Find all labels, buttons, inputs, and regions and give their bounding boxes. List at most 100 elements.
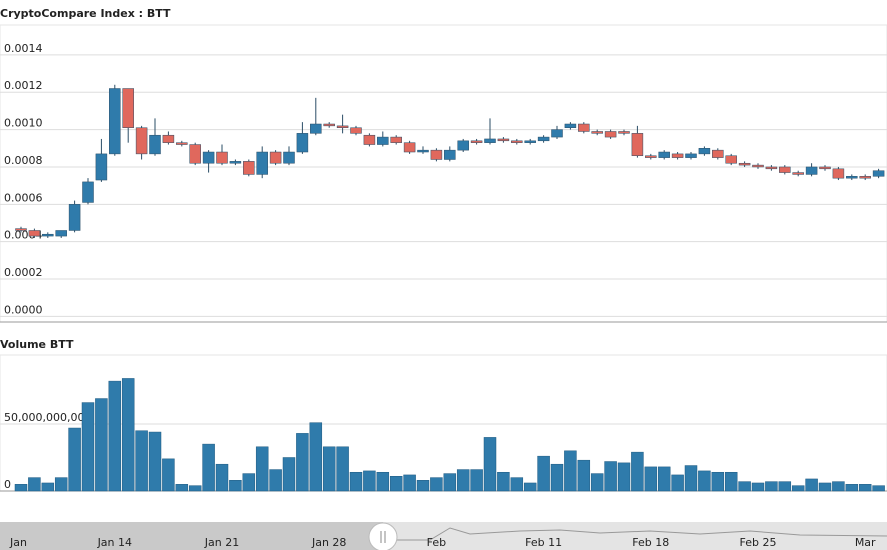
candle-body: [229, 161, 242, 164]
volume-bar: [108, 380, 122, 492]
candle-body: [310, 123, 322, 134]
chart-title: CryptoCompare Index : BTT: [0, 7, 171, 20]
volume-bar: [657, 466, 671, 492]
y-tick-label: 0.0002: [4, 266, 43, 279]
volume-bar: [229, 480, 242, 492]
candle-body: [792, 172, 804, 175]
volume-bar: [671, 474, 684, 492]
volume-bar: [724, 471, 738, 492]
volume-bar: [791, 485, 805, 492]
candle-body: [779, 166, 791, 173]
volume-bar: [54, 477, 68, 492]
y-tick-label: 0.0006: [4, 191, 43, 204]
volume-bar: [845, 484, 859, 492]
y-tick-label: 0.0014: [4, 42, 43, 55]
candle-body: [109, 88, 121, 155]
volume-bar: [175, 484, 189, 492]
candle-body: [698, 148, 711, 155]
candle-body: [444, 149, 456, 160]
candle-body: [859, 176, 871, 179]
candle-body: [752, 164, 764, 168]
candle-body: [68, 204, 81, 231]
volume-bar: [430, 477, 443, 492]
volume-bar: [537, 455, 550, 492]
candle-body: [176, 142, 188, 145]
x-tick-label: Feb: [427, 536, 446, 549]
candle-body: [551, 129, 563, 138]
volume-bar: [684, 465, 698, 492]
volume-bar: [363, 470, 376, 492]
candle-body: [377, 136, 389, 145]
volume-bar: [456, 469, 470, 492]
volume-bar: [202, 443, 215, 492]
volume-bar: [403, 474, 416, 492]
volume-bar: [470, 469, 483, 492]
candle-body: [832, 168, 845, 179]
candle-body: [805, 166, 818, 175]
volume-bar: [282, 457, 296, 492]
candle-body: [725, 155, 737, 164]
volume-bar: [617, 462, 631, 492]
volume-bar: [698, 470, 711, 492]
candle-body: [578, 123, 590, 132]
candle-body: [591, 131, 603, 134]
candle-body: [256, 151, 268, 175]
volume-bar: [631, 451, 644, 492]
volume-bar: [564, 450, 577, 492]
candle-body: [350, 127, 362, 134]
candle-body: [28, 230, 41, 237]
candle-body: [269, 151, 282, 164]
x-tick-label: Feb 11: [525, 536, 562, 549]
candle-body: [457, 140, 469, 151]
candle-body: [604, 131, 617, 138]
y-tick-label: 0.0012: [4, 79, 43, 92]
volume-bar: [577, 459, 591, 492]
candle-body: [55, 230, 67, 237]
volume-bar: [711, 471, 725, 492]
navigator-handle[interactable]: [368, 522, 398, 550]
y-tick-label: 0.0010: [4, 117, 43, 130]
candle-body: [685, 153, 697, 158]
candle-body: [712, 149, 724, 158]
volume-bar: [778, 481, 792, 492]
x-tick-label: Feb 18: [632, 536, 669, 549]
candle-body: [658, 151, 670, 158]
volume-bar: [416, 480, 430, 492]
candle-body: [671, 153, 684, 158]
volume-title: Volume BTT: [0, 338, 74, 351]
candle-body: [524, 140, 536, 143]
navigator-line: [383, 527, 887, 541]
volume-bar: [188, 485, 202, 492]
candle-body: [42, 233, 54, 237]
volume-bar: [135, 430, 148, 492]
candle-body: [390, 136, 402, 143]
candle-body: [202, 151, 215, 164]
volume-bar: [604, 461, 617, 492]
volume-bar: [81, 402, 95, 492]
volume-bar: [872, 485, 885, 492]
candle-body: [15, 228, 27, 231]
y-tick-label: 0.0008: [4, 154, 43, 167]
volume-bar: [550, 463, 564, 492]
volume-bar: [590, 473, 604, 492]
candle-body: [564, 123, 577, 128]
volume-bar: [389, 476, 403, 492]
x-tick-label: Jan: [9, 536, 27, 549]
volume-bar: [376, 471, 390, 492]
volume-bar: [751, 482, 765, 492]
volume-bar: [28, 477, 41, 492]
candle-body: [497, 138, 510, 142]
volume-bar: [242, 473, 256, 492]
candle-body: [336, 125, 349, 128]
volume-bar: [738, 481, 751, 492]
candle-body: [296, 133, 309, 153]
candle-body: [645, 155, 657, 158]
volume-bar: [121, 378, 135, 492]
volume-bar: [832, 481, 845, 492]
volume-bar: [95, 398, 108, 492]
x-tick-label: Jan 28: [311, 536, 346, 549]
candle-body: [95, 153, 108, 181]
volume-bar: [349, 471, 363, 492]
volume-bar: [14, 484, 28, 492]
